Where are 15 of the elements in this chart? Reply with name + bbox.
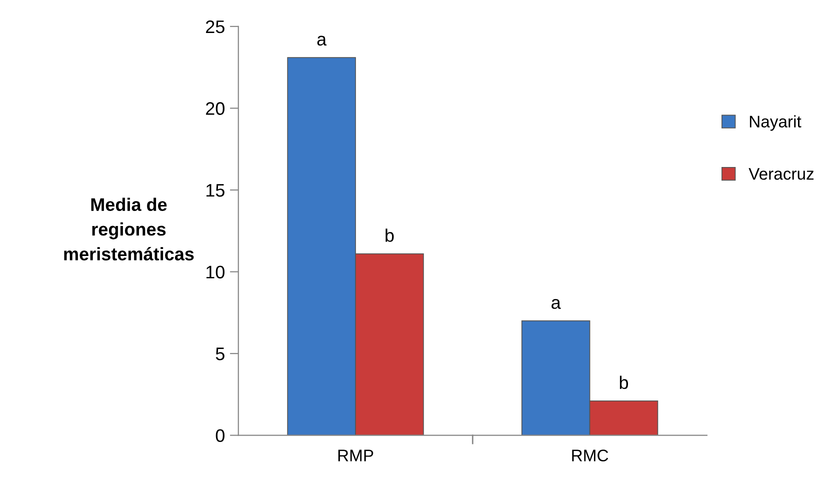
data-label: a (552, 299, 561, 309)
data-label: a (317, 36, 327, 46)
y-tick-label: 0 (216, 429, 224, 442)
legend-label: Veracruz (748, 168, 814, 180)
y-tick-label: 5 (216, 348, 224, 360)
x-tick-label: RMC (572, 450, 608, 462)
y-tick-label: 15 (206, 184, 224, 197)
legend-label: Nayarit (750, 115, 802, 131)
data-label: b (620, 376, 628, 390)
y-tick-label: 20 (206, 102, 224, 115)
y-tick-label: 10 (206, 266, 224, 278)
y-tick-label: 25 (206, 20, 224, 34)
data-label: b (386, 228, 394, 242)
x-tick-label: RMP (338, 450, 374, 462)
y-axis-title: Media de regiones meristemáticas (64, 198, 194, 260)
